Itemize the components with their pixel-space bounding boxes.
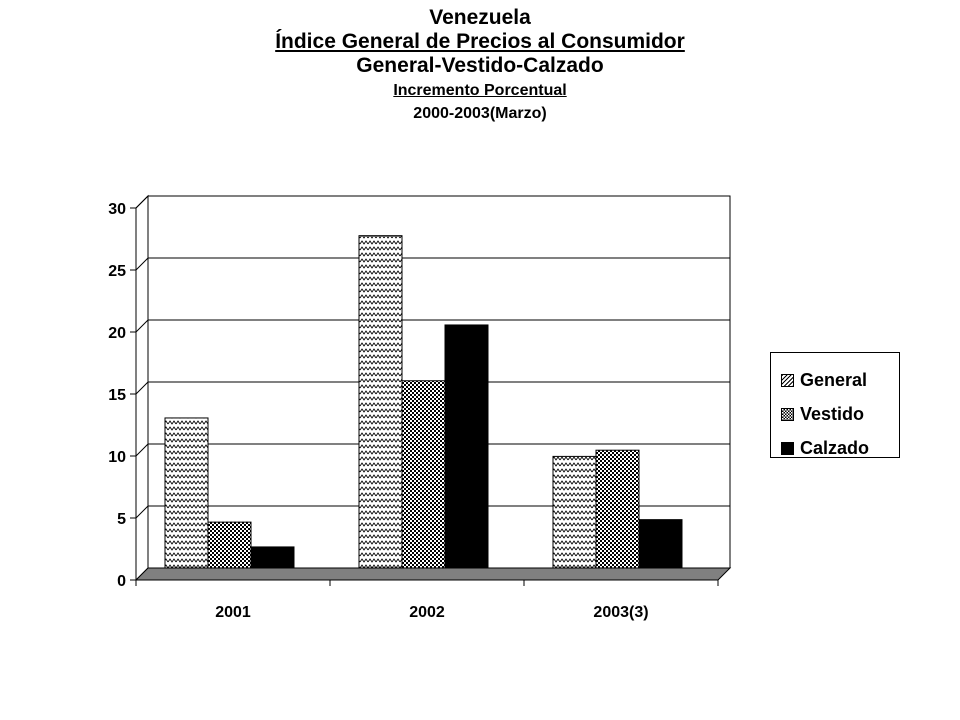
bar-general-2002 [358,235,403,569]
gridline-side [135,257,149,271]
chart-subtitle-2: General-Vestido-Calzado [356,54,604,78]
gridline-side [135,381,149,395]
legend-label-general: General [800,369,868,390]
legend-item-vestido: Vestido [771,397,899,431]
bar-calzado-2001 [250,546,295,569]
chart-subtitle-4: 2000-2003(Marzo) [413,104,547,122]
bar-calzado-2002 [444,324,489,569]
chart-subtitle: Índice General de Precios al Consumidor [275,30,685,54]
bar-general-2001 [164,417,209,569]
legend: General Vestido Calzado [770,352,900,458]
y-tick-label: 20 [108,325,126,342]
bar-vestido-2003(3) [595,449,640,569]
y-tick-label: 25 [108,263,126,280]
bar-vestido-2002 [401,380,446,569]
gridline-side [135,195,149,209]
y-tick-label: 0 [117,573,126,590]
legend-label-calzado: Calzado [800,437,870,458]
legend-swatch-calzado [781,441,794,455]
bar-general-2003(3) [552,455,597,569]
chart-title: Venezuela [429,6,531,29]
chart-subtitle-3: Incremento Porcentual [393,82,567,100]
legend-item-calzado: Calzado [771,431,899,465]
legend-item-general: General [771,363,899,397]
bar-calzado-2003(3) [638,519,683,569]
legend-swatch-general [781,373,794,387]
gridline-side [135,443,149,457]
bar-vestido-2001 [207,521,252,569]
plot-area: 0 5 10 15 20 25 30 2001 2002 2003(3) [108,194,732,621]
legend-label-vestido: Vestido [800,403,865,424]
x-tick-label: 2001 [215,604,251,621]
gridline-side [135,505,149,519]
x-tick-label: 2003(3) [593,604,648,621]
y-tick-label: 5 [117,511,126,528]
chart-titles: Venezuela Índice General de Precios al C… [0,6,960,123]
floor [134,567,732,581]
y-tick-label: 10 [108,449,126,466]
gridline-side [135,319,149,333]
x-tick-label: 2002 [409,604,445,621]
legend-swatch-vestido [781,407,794,421]
y-tick-label: 30 [108,201,126,218]
y-tick-label: 15 [108,387,126,404]
